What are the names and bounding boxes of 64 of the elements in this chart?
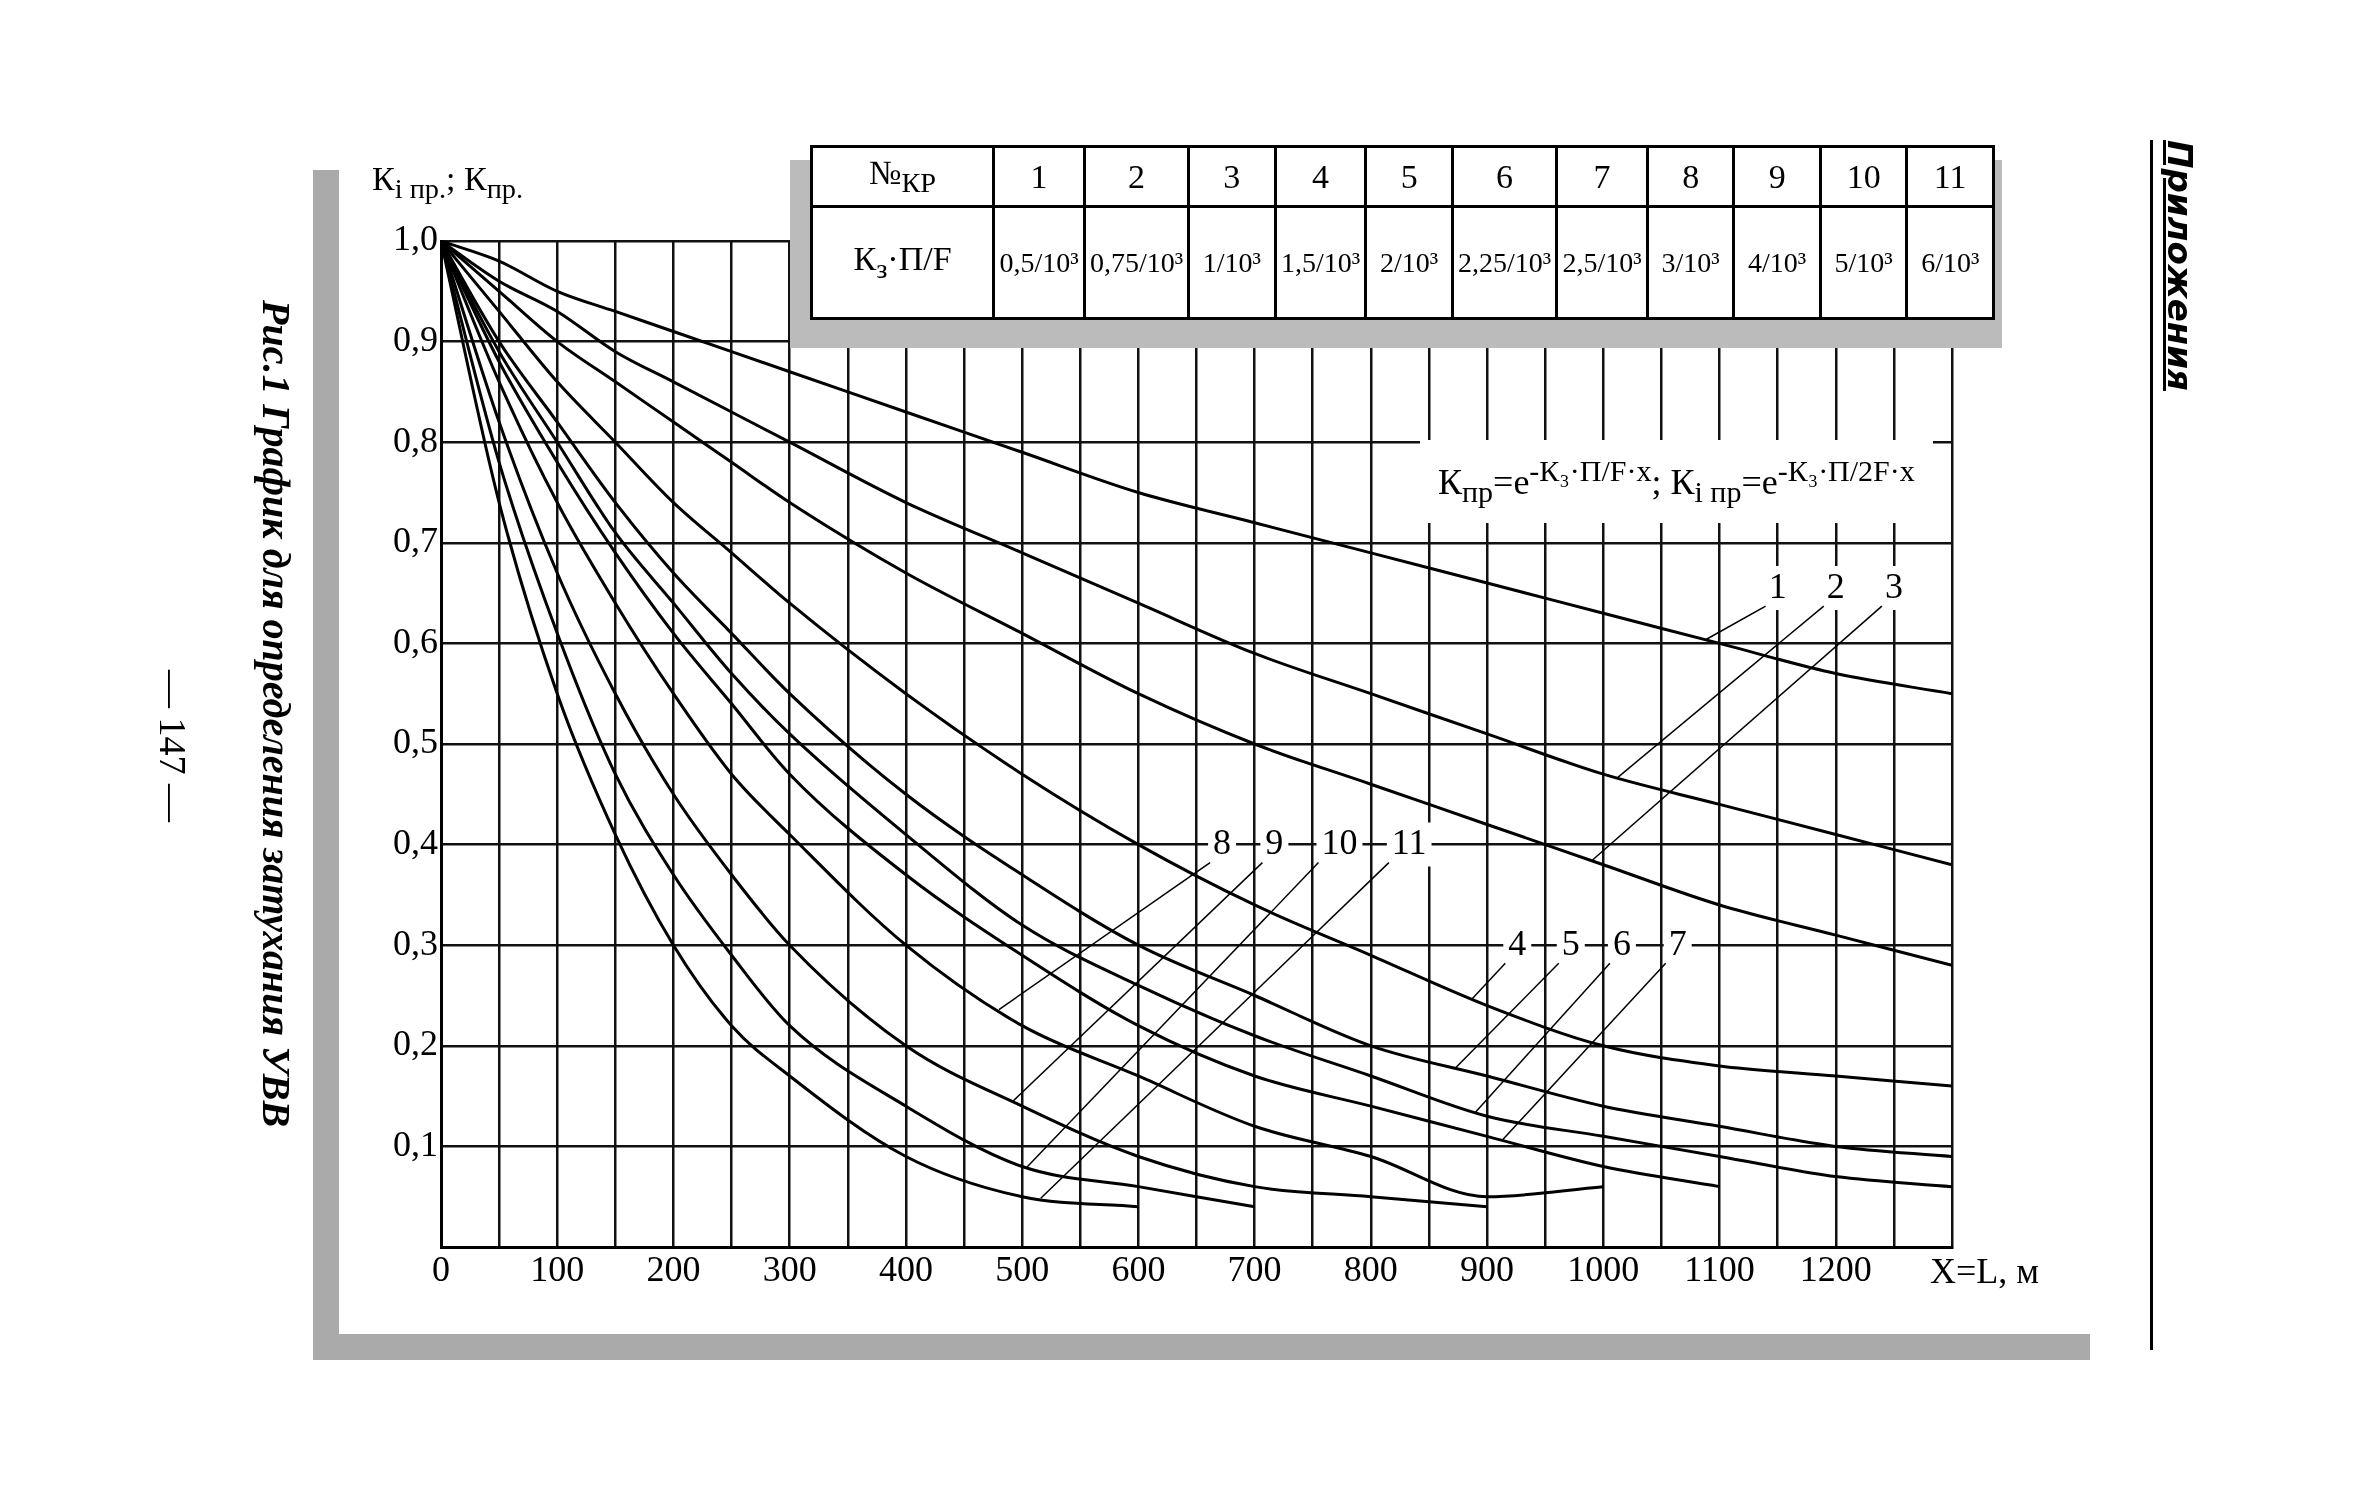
annotation: 2,5/10³ (1556, 206, 1648, 319)
annotation: 1,5/10³ (1275, 206, 1366, 319)
text: — 147 — (151, 670, 195, 822)
text: 3 (1884, 565, 1903, 606)
annotation: 2/10³ (1365, 206, 1453, 319)
annotation: 0,5/10³ (993, 206, 1085, 319)
legend-label: 4 (1275, 146, 1366, 207)
annotation: 2,25/10³ (1452, 206, 1557, 319)
legend-label: 10 (1820, 146, 1907, 207)
legend-label: 9 (1733, 146, 1821, 207)
text: 6 (1612, 922, 1631, 963)
legend-label: 6 (1452, 146, 1557, 207)
legend-label: 2 (1084, 146, 1189, 207)
text: 10 (1321, 822, 1358, 863)
x-tick-label: 600 (1111, 1249, 1166, 1290)
legend-label: 7 (1556, 146, 1648, 207)
y-tick-label: 1,0 (393, 218, 438, 259)
text: 9 (1265, 822, 1284, 863)
text: №$_{КР}$ (811, 146, 994, 207)
legend-label: 11 (1906, 146, 1994, 207)
y-tick-label: 0,9 (393, 319, 438, 360)
x-tick-label: 900 (1460, 1249, 1515, 1290)
text: 8 (1213, 822, 1232, 863)
annotation: 0,75/10³ (1084, 206, 1189, 319)
annotation: 3/10³ (1647, 206, 1734, 319)
text: 7 (1668, 922, 1687, 963)
y-tick-label: 0,2 (393, 1023, 438, 1064)
text: 4 (1508, 922, 1527, 963)
x-tick-label: 1200 (1799, 1249, 1872, 1290)
annotation: 4/10³ (1733, 206, 1821, 319)
legend-label: 5 (1365, 146, 1453, 207)
x-tick-label: 100 (530, 1249, 585, 1290)
x-tick-label: 200 (646, 1249, 701, 1290)
x-tick-label: 300 (762, 1249, 817, 1290)
x-tick-label: 1000 (1567, 1249, 1640, 1290)
text: 11 (1391, 822, 1427, 863)
text: 2 (1826, 565, 1845, 606)
x-tick-label: 1100 (1684, 1249, 1755, 1290)
text: 1 (1030, 157, 1048, 195)
y-tick-label: 0,3 (393, 922, 438, 963)
y-tick-label: 0,5 (393, 721, 438, 762)
y-tick-label: 0,7 (393, 520, 438, 561)
x-tick-label: 800 (1343, 1249, 1398, 1290)
annotation: К$_{з}$·П/F (811, 206, 994, 319)
x-tick-label: 0 (432, 1249, 450, 1290)
text: 5 (1561, 922, 1580, 963)
legend-label: 8 (1647, 146, 1734, 207)
y-tick-label: 0,1 (393, 1123, 438, 1164)
y-axis-title: К$_{i пр.}$; К$_{пр.}$ (372, 160, 524, 205)
annotation: 1/10³ (1188, 206, 1276, 319)
annotation: 6/10³ (1906, 206, 1994, 319)
text: Рис.1 График для определения затухания УВВ (253, 300, 300, 1128)
annotation: К$_{пр}$=e$^{-К₃·П/F·x}$; К$_{i пр}$=e$^{-К₃·П/2F·x}$ (1420, 440, 1933, 524)
x-tick-label: 400 (878, 1249, 933, 1290)
legend-label: 3 (1188, 146, 1276, 207)
annotation: 5/10³ (1820, 206, 1907, 319)
x-tick-label: 500 (995, 1249, 1050, 1290)
y-tick-label: 0,8 (393, 419, 438, 460)
y-tick-label: 0,6 (393, 620, 438, 661)
text: Приложения (2160, 140, 2200, 391)
x-axis-title: X=L, м (1930, 1250, 2040, 1292)
series-label: 1 (1768, 565, 1787, 606)
x-tick-label: 700 (1227, 1249, 1282, 1290)
y-tick-label: 0,4 (393, 822, 438, 863)
